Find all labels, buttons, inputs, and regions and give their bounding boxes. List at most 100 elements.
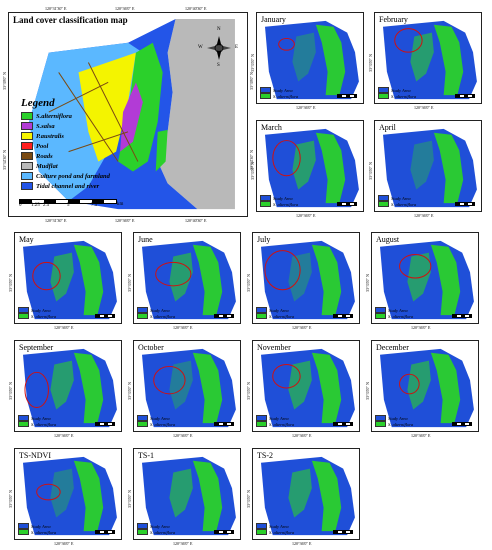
- legend-label: Study Area: [273, 195, 293, 201]
- species-inland-patches: [169, 252, 193, 302]
- legend-label: Culture pond and farmland: [36, 172, 110, 180]
- legend-item: S.alterniflora: [21, 111, 110, 121]
- legend-label: S.alterniflora: [36, 112, 72, 120]
- legend-study-area: Study Area: [18, 523, 56, 529]
- legend-label: Roads: [36, 152, 53, 160]
- compass-e: E: [235, 45, 239, 50]
- legend-label: Study Area: [388, 415, 408, 421]
- small-map-legend: Study Area S. alterniflora: [378, 195, 416, 207]
- small-lat-tick: 33°33'0" N: [365, 274, 370, 292]
- small-lat-tick: 33°33'0" N: [8, 490, 13, 508]
- species-coastal-strip: [311, 244, 342, 316]
- legend-swatch: [21, 142, 33, 150]
- legend-label: Study Area: [31, 415, 51, 421]
- legend-label: S.salsa: [36, 122, 55, 130]
- species-inland-patches: [410, 32, 434, 82]
- legend-label: S. alterniflora: [273, 93, 299, 99]
- species-inland-patches: [292, 140, 316, 190]
- legend-study-area: Study Area: [378, 87, 416, 93]
- small-scale-bar: [214, 314, 234, 318]
- small-map-panel: February Study Area S. alterniflora: [374, 12, 482, 104]
- small-scale-bar: [455, 202, 475, 206]
- species-coastal-strip: [73, 352, 104, 424]
- small-scale-bar: [452, 422, 472, 426]
- roads-lines: [48, 62, 139, 162]
- legend-swatch: [378, 87, 389, 93]
- s-alterniflora-strip: [155, 129, 168, 172]
- legend-swatch: [21, 182, 33, 190]
- small-scale-bar: [452, 314, 472, 318]
- legend-swatch: [260, 201, 271, 207]
- legend-study-area: Study Area: [256, 415, 294, 421]
- legend-study-area: Study Area: [375, 415, 413, 421]
- legend-swatch: [260, 87, 271, 93]
- bottom-tick-label: 120°36'0" E: [115, 218, 135, 223]
- legend-species: S. alterniflora: [256, 529, 294, 535]
- small-lon-tick: 120°36'0" E: [292, 325, 312, 330]
- legend-swatch: [260, 93, 271, 99]
- small-map-title: February: [379, 15, 408, 24]
- species-coastal-strip: [430, 352, 461, 424]
- legend-item: S.salsa: [21, 121, 110, 131]
- small-map-panel: July Study Area S. alterniflora: [252, 232, 360, 324]
- small-map-graphic: [380, 348, 474, 428]
- small-lon-tick: 120°36'0" E: [54, 541, 74, 546]
- species-inland-patches: [169, 360, 193, 410]
- legend-label: Study Area: [388, 307, 408, 313]
- species-inland-patches: [50, 360, 74, 410]
- small-scale-bar: [95, 314, 115, 318]
- small-lon-tick: 120°36'0" E: [411, 325, 431, 330]
- small-lat-tick: 33°33'0" N: [368, 162, 373, 180]
- compass-rose: N S E W: [198, 27, 238, 68]
- legend-study-area: Study Area: [375, 307, 413, 313]
- small-map-legend: Study Area S. alterniflora: [18, 307, 56, 319]
- small-scale-bar: [333, 314, 353, 318]
- small-map-title: July: [257, 235, 271, 244]
- legend-swatch: [18, 421, 29, 427]
- small-map-title: TS-1: [138, 451, 154, 460]
- small-scale-bar: [95, 422, 115, 426]
- legend-label: Study Area: [31, 523, 51, 529]
- small-map-title: April: [379, 123, 396, 132]
- small-map-legend: Study Area S. alterniflora: [256, 415, 294, 427]
- main-map-graphic: [28, 18, 235, 210]
- legend-swatch: [375, 307, 386, 313]
- small-map-legend: Study Area S. alterniflora: [137, 307, 175, 319]
- small-scale-bar: [333, 422, 353, 426]
- small-map-graphic: [380, 240, 474, 320]
- small-map-legend: Study Area S. alterniflora: [137, 523, 175, 535]
- legend-swatch: [378, 195, 389, 201]
- small-lat-tick: 33°33'0" N: [127, 274, 132, 292]
- small-lon-tick: 120°36'0" E: [54, 325, 74, 330]
- legend-study-area: Study Area: [378, 195, 416, 201]
- small-map-graphic: [261, 348, 355, 428]
- small-map-title: March: [261, 123, 282, 132]
- small-map-panel: March Study Area S. alterniflora: [256, 120, 364, 212]
- small-map-panel: November Study Area S. alterniflora: [252, 340, 360, 432]
- small-map-panel: June Study Area S. alterniflora: [133, 232, 241, 324]
- legend-label: Study Area: [391, 87, 411, 93]
- highlight-oval: [36, 483, 61, 501]
- small-lon-tick: 120°36'0" E: [292, 433, 312, 438]
- species-coastal-strip: [311, 352, 342, 424]
- highlight-oval: [394, 28, 423, 53]
- small-lon-tick: 120°36'0" E: [54, 433, 74, 438]
- small-map-title: August: [376, 235, 400, 244]
- small-map-title: June: [138, 235, 153, 244]
- small-map-graphic: [383, 20, 477, 100]
- species-inland-patches: [288, 360, 312, 410]
- small-map-panel: May Study Area S. alterniflora: [14, 232, 122, 324]
- small-lat-tick: 33°33'0" N: [246, 490, 251, 508]
- small-map-title: TS-NDVI: [19, 451, 51, 460]
- species-inland-patches: [407, 252, 431, 302]
- legend-label: S. alterniflora: [269, 313, 295, 319]
- highlight-oval: [278, 37, 295, 51]
- small-map-graphic: [142, 456, 236, 536]
- scale-unit: km: [117, 202, 124, 207]
- legend-label: S. alterniflora: [391, 93, 417, 99]
- legend-swatch: [21, 162, 33, 170]
- small-map-panel: TS-2 Study Area S. alterniflora: [252, 448, 360, 540]
- legend-swatch: [18, 529, 29, 535]
- species-coastal-strip: [192, 244, 223, 316]
- legend-swatch: [137, 313, 148, 319]
